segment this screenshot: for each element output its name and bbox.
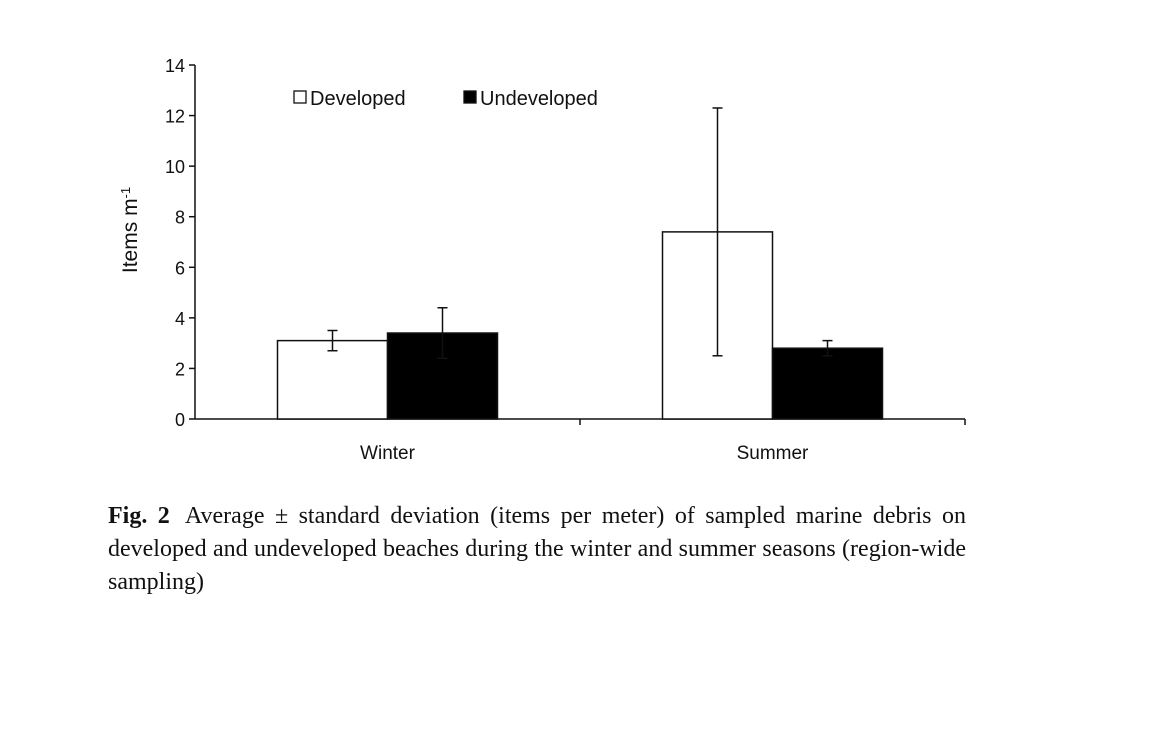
x-category-label: Summer (737, 443, 809, 464)
y-tick-label: 14 (165, 56, 185, 76)
legend-label-undeveloped: Undeveloped (480, 88, 598, 110)
y-tick-label: 6 (175, 258, 185, 278)
bar-undeveloped-summer (771, 347, 884, 420)
error-bar-group (327, 107, 833, 360)
y-tick-label: 4 (175, 309, 185, 329)
y-tick-group: 0 2 4 6 8 10 12 14 (165, 56, 195, 430)
y-axis-label-superscript: -1 (118, 187, 133, 199)
y-tick-label: 0 (175, 410, 185, 430)
legend-swatch-developed (293, 90, 307, 104)
legend-swatch-undeveloped (463, 90, 477, 104)
y-tick-label: 10 (165, 157, 185, 177)
x-category-label: Winter (360, 443, 416, 464)
legend-label-developed: Developed (310, 88, 406, 110)
bar-developed-winter (276, 339, 389, 420)
y-tick-label: 2 (175, 359, 185, 379)
bar-group (276, 231, 884, 420)
y-axis-label: Items m-1 (118, 187, 143, 273)
bar-chart: 0 2 4 6 8 10 12 14 Winter Summer Developed Undeve… (118, 56, 966, 464)
y-tick-label: 12 (165, 107, 185, 127)
caption-text: Average ± standard deviation (items per … (108, 503, 966, 595)
y-axis-label-text: Items m (119, 198, 142, 273)
x-category-group: Winter Summer (360, 419, 966, 464)
caption-label: Fig. 2 (108, 503, 170, 529)
y-tick-label: 8 (175, 208, 185, 228)
figure-caption: Fig. 2 Average ± standard deviation (ite… (108, 500, 966, 599)
legend: Developed Undeveloped (293, 88, 598, 110)
